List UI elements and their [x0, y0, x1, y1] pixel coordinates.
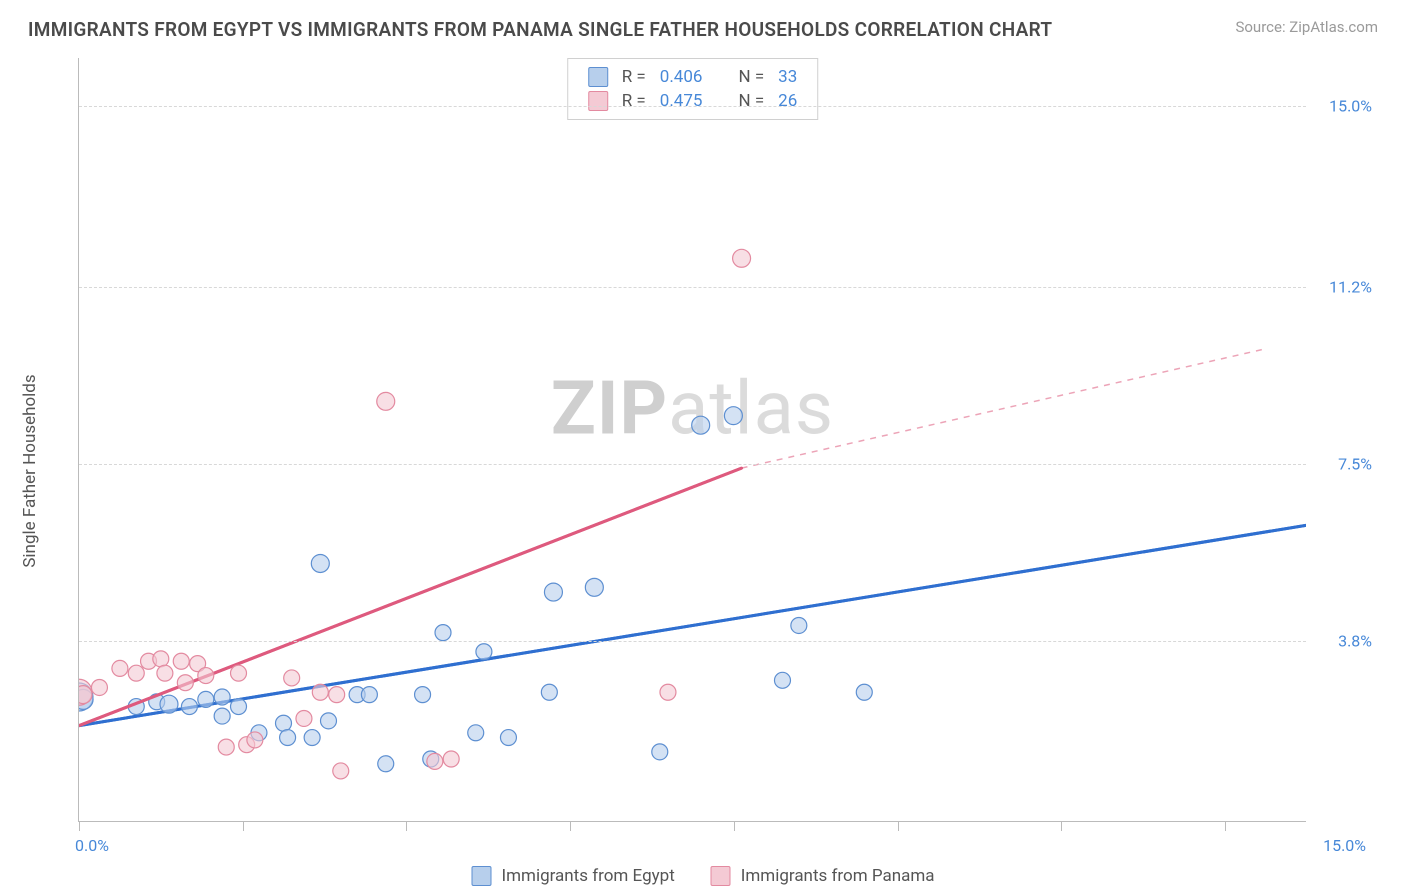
x-tick-label: 0.0%	[75, 836, 109, 855]
y-tick-label: 15.0%	[1329, 96, 1372, 115]
legend-swatch	[472, 866, 492, 886]
corr-n-label: N =	[738, 67, 764, 87]
corr-r-label: R =	[622, 91, 646, 111]
legend-label: Immigrants from Egypt	[502, 866, 675, 886]
correlation-row: R = 0.406 N = 33	[588, 65, 798, 89]
chart-svg	[79, 58, 1306, 821]
legend-item: Immigrants from Panama	[711, 866, 935, 886]
corr-n-value: 26	[778, 91, 797, 111]
watermark: ZIPatlas	[551, 365, 834, 452]
corr-r-value: 0.475	[660, 91, 703, 111]
legend-item: Immigrants from Egypt	[472, 866, 675, 886]
corr-n-value: 33	[778, 67, 797, 87]
corr-r-value: 0.406	[660, 67, 703, 87]
bottom-legend: Immigrants from Egypt Immigrants from Pa…	[472, 866, 935, 886]
x-tick-label: 15.0%	[1323, 836, 1366, 855]
corr-n-label: N =	[738, 91, 764, 111]
corr-r-label: R =	[622, 67, 646, 87]
y-tick-label: 3.8%	[1338, 631, 1372, 650]
legend-swatch	[588, 67, 608, 87]
source-label: Source: ZipAtlas.com	[1235, 18, 1378, 36]
plot-area: ZIPatlas R = 0.406 N = 33 R = 0.475 N = …	[78, 58, 1306, 822]
y-tick-label: 7.5%	[1338, 454, 1372, 473]
correlation-box: R = 0.406 N = 33 R = 0.475 N = 26	[567, 58, 819, 120]
correlation-row: R = 0.475 N = 26	[588, 89, 798, 113]
legend-swatch	[711, 866, 731, 886]
legend-swatch	[588, 91, 608, 111]
legend-label: Immigrants from Panama	[741, 866, 935, 886]
chart-container: Single Father Households ZIPatlas R = 0.…	[28, 50, 1378, 892]
y-axis-label: Single Father Households	[20, 374, 40, 567]
y-tick-label: 11.2%	[1329, 278, 1372, 297]
chart-title: IMMIGRANTS FROM EGYPT VS IMMIGRANTS FROM…	[28, 18, 1052, 41]
